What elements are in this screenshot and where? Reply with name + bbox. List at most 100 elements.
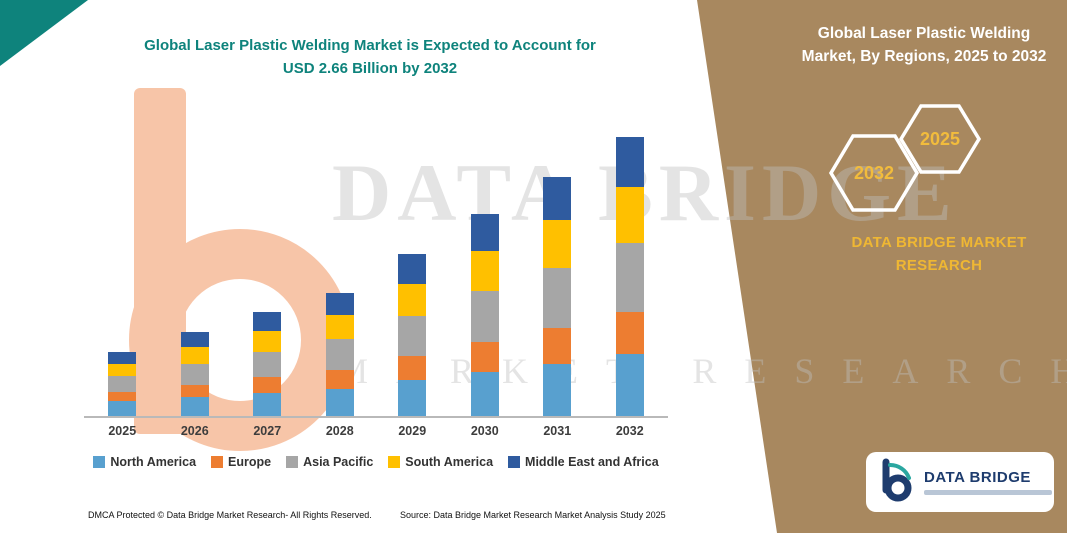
bar-stack-2029 bbox=[398, 254, 427, 416]
bar-segment bbox=[108, 376, 137, 392]
bar-cell-2026 bbox=[159, 332, 232, 416]
axis-label-2029: 2029 bbox=[398, 424, 427, 438]
legend-label: North America bbox=[110, 455, 197, 469]
legend-item: North America bbox=[93, 455, 196, 469]
panel-title-line1: Global Laser Plastic Welding bbox=[817, 25, 1031, 42]
bar-segment bbox=[325, 388, 354, 416]
legend-label: Middle East and Africa bbox=[525, 455, 659, 469]
axis-label-2032: 2032 bbox=[615, 424, 644, 438]
bar-segment bbox=[615, 312, 644, 355]
bar-segment bbox=[398, 283, 427, 317]
logo-name-text: DATA BRIDGE bbox=[924, 469, 1031, 486]
bars-row bbox=[86, 116, 666, 416]
bar-cell-2029 bbox=[376, 254, 449, 416]
bar-cell-2030 bbox=[449, 214, 522, 416]
brand-text-line2: RESEARCH bbox=[895, 257, 983, 275]
x-axis-line bbox=[84, 416, 668, 418]
bar-segment bbox=[470, 251, 499, 292]
bar-stack-2027 bbox=[253, 312, 282, 416]
legend-swatch-icon bbox=[211, 456, 224, 468]
hexagon-2025-label: 2025 bbox=[919, 128, 961, 149]
watermark-market-research: MARKET RESEARCH bbox=[336, 351, 1067, 391]
legend-swatch-icon bbox=[93, 456, 106, 468]
panel-title: Global Laser Plastic Welding Market, By … bbox=[793, 22, 1055, 69]
legend-label: Asia Pacific bbox=[303, 455, 374, 469]
axis-label-2026: 2026 bbox=[180, 424, 209, 438]
bar-segment bbox=[398, 254, 427, 284]
legend-swatch-icon bbox=[286, 456, 299, 468]
bar-segment bbox=[398, 316, 427, 357]
hexagon-2025: 2025 bbox=[898, 102, 982, 176]
bar-segment bbox=[108, 351, 137, 364]
bar-stack-2028 bbox=[325, 293, 354, 416]
axis-label-2027: 2027 bbox=[253, 424, 282, 438]
logo-text-column: DATA BRIDGE bbox=[924, 469, 1052, 495]
legend: North America Europe Asia Pacific South Ame… bbox=[70, 455, 682, 469]
bar-cell-2032 bbox=[594, 136, 667, 416]
data-bridge-logo-box: DATA BRIDGE bbox=[866, 452, 1054, 512]
axis-label-2025: 2025 bbox=[108, 424, 137, 438]
legend-item: South America bbox=[388, 455, 493, 469]
bar-segment bbox=[180, 363, 209, 385]
axis-label-2028: 2028 bbox=[325, 424, 354, 438]
bar-stack-2025 bbox=[108, 351, 137, 416]
bar-segment bbox=[180, 397, 209, 416]
chart-title-line2: USD 2.66 Billion by 2032 bbox=[282, 60, 458, 78]
bar-cell-2028 bbox=[304, 293, 377, 416]
legend-swatch-icon bbox=[508, 456, 521, 468]
bar-cell-2027 bbox=[231, 312, 304, 416]
bar-segment bbox=[543, 176, 572, 220]
bar-segment bbox=[470, 371, 499, 416]
legend-label: Europe bbox=[228, 455, 272, 469]
bar-stack-2026 bbox=[180, 332, 209, 416]
bar-segment bbox=[108, 363, 137, 377]
legend-item: Asia Pacific bbox=[286, 455, 373, 469]
bar-segment bbox=[253, 330, 282, 352]
panel-title-line2: Market, By Regions, 2025 to 2032 bbox=[801, 48, 1047, 66]
bar-segment bbox=[543, 268, 572, 328]
bar-segment bbox=[253, 377, 282, 393]
legend-item: Middle East and Africa bbox=[508, 455, 659, 469]
bar-segment bbox=[543, 219, 572, 269]
brand-text-line1: DATA BRIDGE MARKET bbox=[851, 234, 1027, 251]
bar-segment bbox=[398, 356, 427, 381]
bar-segment bbox=[108, 391, 137, 402]
bar-stack-2032 bbox=[615, 136, 644, 416]
legend-swatch-icon bbox=[388, 456, 401, 468]
brand-text: DATA BRIDGE MARKET RESEARCH bbox=[808, 231, 1067, 278]
bar-segment bbox=[470, 341, 499, 372]
bar-segment bbox=[325, 339, 354, 370]
bar-segment bbox=[325, 315, 354, 340]
bar-segment bbox=[180, 332, 209, 347]
dmca-footer-text: DMCA Protected © Data Bridge Market Rese… bbox=[88, 510, 372, 520]
bar-stack-2030 bbox=[470, 214, 499, 416]
chart-title-line1: Global Laser Plastic Welding Market is E… bbox=[144, 37, 596, 54]
legend-label: South America bbox=[405, 455, 494, 469]
bar-segment bbox=[180, 346, 209, 364]
axis-labels-row: 2025 2026 2027 2028 2029 2030 2031 2032 bbox=[86, 424, 666, 438]
bar-segment bbox=[543, 327, 572, 364]
axis-label-2030: 2030 bbox=[470, 424, 499, 438]
bar-segment bbox=[253, 392, 282, 416]
bar-segment bbox=[108, 401, 137, 416]
legend-item: Europe bbox=[211, 455, 271, 469]
bar-segment bbox=[325, 293, 354, 316]
logo-tagline-bar bbox=[924, 490, 1052, 495]
bar-segment bbox=[543, 363, 572, 416]
source-footer-text: Source: Data Bridge Market Research Mark… bbox=[400, 510, 666, 520]
teal-corner-triangle bbox=[0, 0, 88, 66]
bar-segment bbox=[615, 136, 644, 188]
bar-stack-2031 bbox=[543, 176, 572, 416]
bar-segment bbox=[398, 380, 427, 416]
bar-segment bbox=[470, 214, 499, 252]
bar-segment bbox=[325, 369, 354, 389]
bar-cell-2025 bbox=[86, 351, 159, 416]
bar-segment bbox=[180, 384, 209, 398]
bar-cell-2031 bbox=[521, 176, 594, 416]
hexagon-2032: 2032 bbox=[828, 132, 920, 214]
data-bridge-logo-icon bbox=[876, 457, 916, 508]
bar-segment bbox=[615, 242, 644, 313]
bar-segment bbox=[470, 291, 499, 342]
chart-title: Global Laser Plastic Welding Market is E… bbox=[95, 34, 645, 81]
